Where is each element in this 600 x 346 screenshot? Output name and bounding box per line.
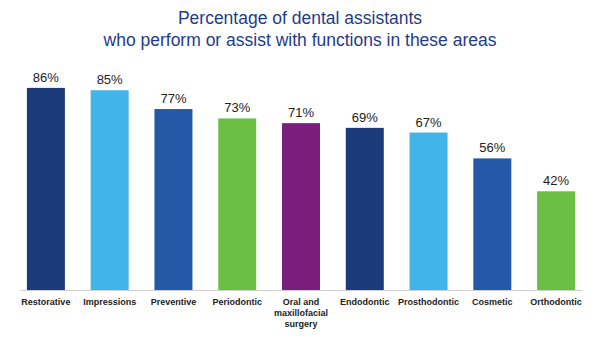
data-label: 56%	[479, 140, 505, 155]
bar	[410, 133, 448, 290]
chart-svg: Percentage of dental assistantswho perfo…	[0, 0, 600, 346]
category-label-line: Cosmetic	[472, 297, 513, 307]
category-label: Endodontic	[340, 297, 390, 307]
category-label-line: Impressions	[83, 297, 136, 307]
category-label: Cosmetic	[472, 297, 513, 307]
category-label: Restorative	[21, 297, 70, 307]
category-label-line: Endodontic	[340, 297, 390, 307]
baseline	[20, 290, 582, 291]
category-label: Periodontic	[212, 297, 262, 307]
title: Percentage of dental assistantswho perfo…	[103, 8, 497, 50]
bar	[91, 90, 129, 290]
title-line: who perform or assist with functions in …	[103, 30, 497, 50]
bar	[218, 118, 256, 290]
category-label: Oral andmaxillofacialsurgery	[274, 297, 328, 329]
title-line: Percentage of dental assistants	[178, 8, 422, 28]
data-label: 85%	[97, 72, 123, 87]
category-label-line: surgery	[284, 319, 317, 329]
bar	[346, 128, 384, 290]
category-label-line: Orthodontic	[530, 297, 582, 307]
bar	[537, 191, 575, 290]
category-label: Preventive	[151, 297, 197, 307]
data-label: 71%	[288, 105, 314, 120]
category-label: Prosthodontic	[398, 297, 459, 307]
category-label-line: Oral and	[283, 297, 320, 307]
data-label: 86%	[33, 70, 59, 85]
bar	[473, 158, 511, 290]
data-label: 69%	[352, 110, 378, 125]
data-label: 67%	[416, 115, 442, 130]
bars	[27, 88, 575, 290]
category-label: Orthodontic	[530, 297, 582, 307]
category-label: Impressions	[83, 297, 136, 307]
category-label-line: Restorative	[21, 297, 70, 307]
bar	[27, 88, 65, 290]
data-label: 73%	[224, 100, 250, 115]
data-label: 77%	[160, 91, 186, 106]
category-label-line: Periodontic	[212, 297, 262, 307]
chart-container: Percentage of dental assistantswho perfo…	[0, 0, 600, 346]
bar	[154, 109, 192, 290]
category-label-line: maxillofacial	[274, 308, 328, 318]
data-label: 42%	[543, 173, 569, 188]
category-label-line: Prosthodontic	[398, 297, 459, 307]
category-label-line: Preventive	[151, 297, 197, 307]
bar	[282, 123, 320, 290]
